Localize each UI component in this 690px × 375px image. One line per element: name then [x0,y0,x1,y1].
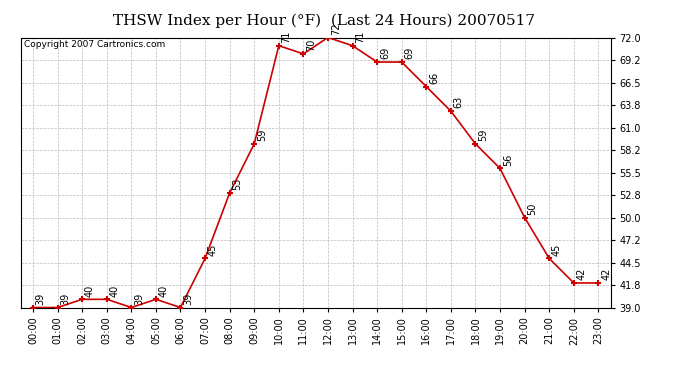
Text: 70: 70 [306,39,316,51]
Text: 42: 42 [577,268,586,280]
Text: 71: 71 [282,30,292,43]
Text: 72: 72 [331,22,341,35]
Text: 56: 56 [503,153,513,166]
Text: 39: 39 [184,292,193,305]
Text: 69: 69 [380,47,390,59]
Text: 63: 63 [453,96,464,108]
Text: 45: 45 [208,243,218,256]
Text: 39: 39 [36,292,46,305]
Text: THSW Index per Hour (°F)  (Last 24 Hours) 20070517: THSW Index per Hour (°F) (Last 24 Hours)… [113,13,535,27]
Text: 59: 59 [257,129,267,141]
Text: 39: 39 [60,292,70,305]
Text: 39: 39 [134,292,144,305]
Text: 50: 50 [527,202,538,215]
Text: 45: 45 [552,243,562,256]
Text: Copyright 2007 Cartronics.com: Copyright 2007 Cartronics.com [23,40,165,49]
Text: 53: 53 [233,178,242,190]
Text: 40: 40 [110,284,119,297]
Text: 66: 66 [429,72,439,84]
Text: 59: 59 [478,129,489,141]
Text: 69: 69 [404,47,415,59]
Text: 42: 42 [601,268,611,280]
Text: 40: 40 [159,284,168,297]
Text: 40: 40 [85,284,95,297]
Text: 71: 71 [355,30,365,43]
